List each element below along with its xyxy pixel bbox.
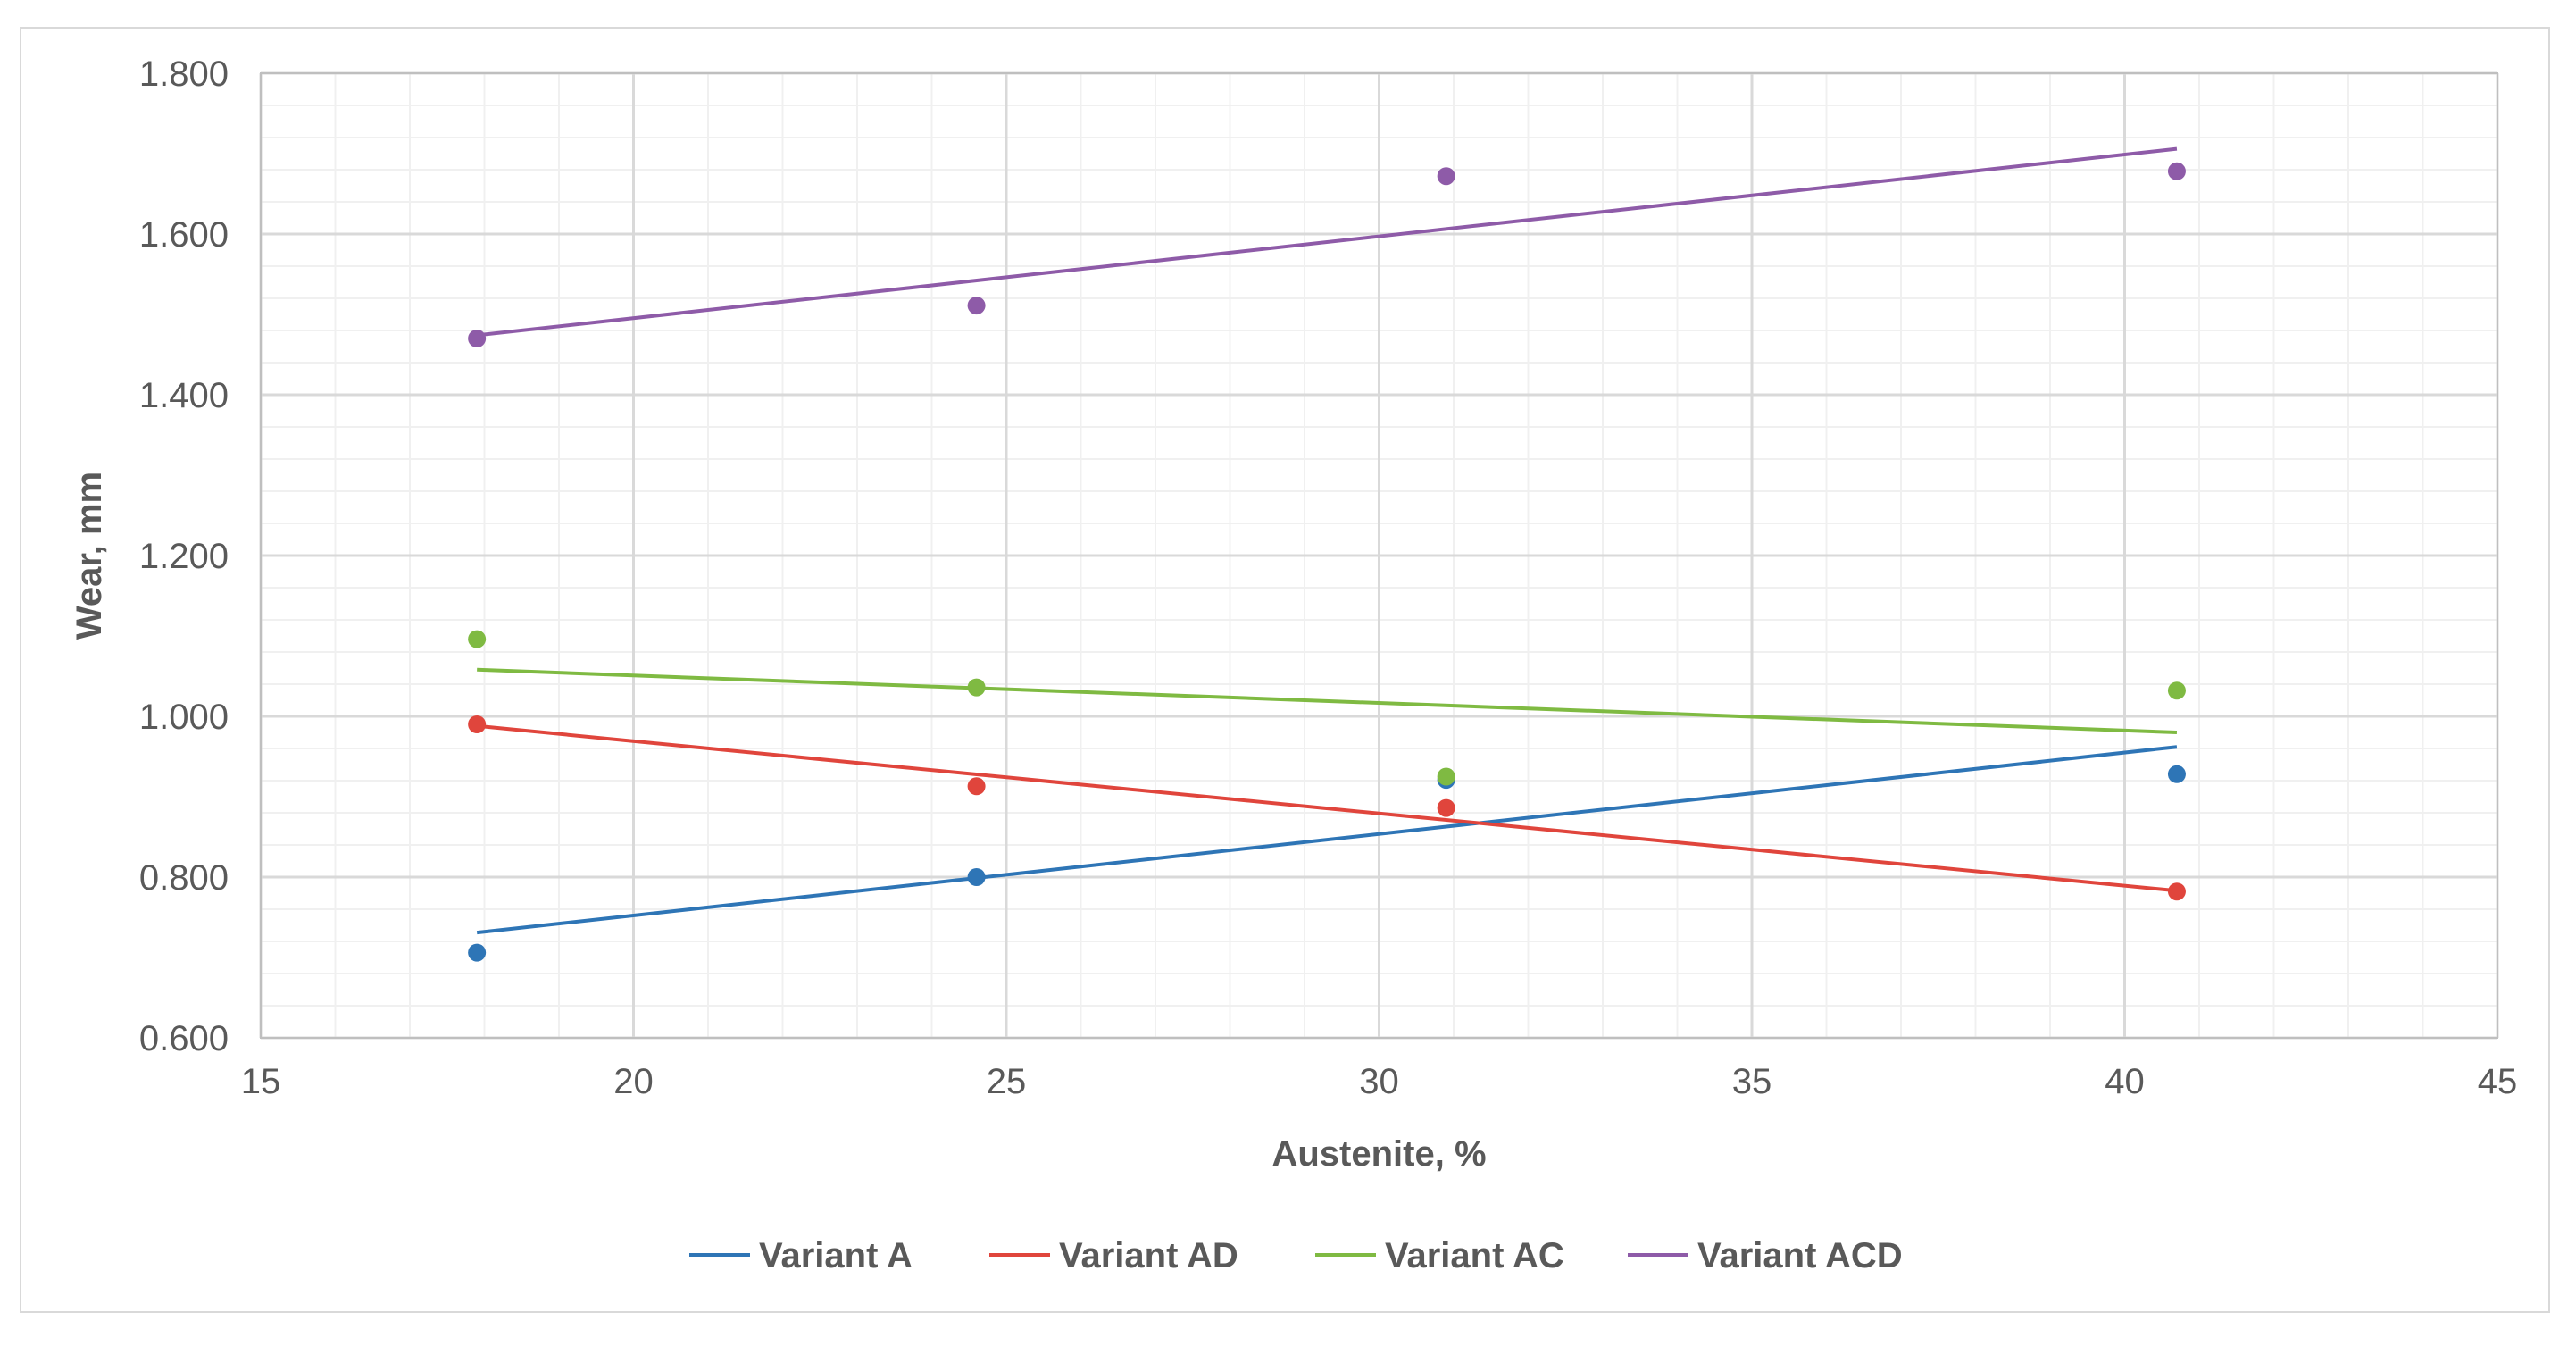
x-tick-label: 25 bbox=[987, 1062, 1027, 1101]
point-variant-ad bbox=[1437, 798, 1455, 817]
point-variant-acd bbox=[1437, 167, 1455, 186]
legend-item: Variant AC bbox=[1315, 1236, 1564, 1275]
legend: Variant A Variant AD Variant AC Variant ACD bbox=[689, 1236, 1903, 1275]
legend-label: Variant AD bbox=[1059, 1236, 1238, 1275]
data-points bbox=[468, 162, 2186, 962]
point-variant-acd bbox=[967, 297, 986, 315]
trendlines bbox=[476, 146, 2178, 935]
trendline-variant-acd bbox=[476, 146, 2178, 338]
point-variant-ad bbox=[2167, 882, 2186, 901]
point-variant-ac bbox=[2167, 681, 2186, 700]
y-tick-label: 0.600 bbox=[139, 1019, 229, 1058]
trendline-variant-ad bbox=[476, 723, 2178, 893]
legend-label: Variant AC bbox=[1385, 1236, 1564, 1275]
y-axis-title: Wear, mm bbox=[70, 472, 109, 640]
y-axis-tick-labels: 0.600 0.800 1.000 1.200 1.400 1.600 1.800 bbox=[139, 54, 229, 1058]
trendline-variant-ac bbox=[477, 667, 2178, 734]
x-axis-tick-labels: 15 20 25 30 35 40 45 bbox=[241, 1062, 2518, 1101]
legend-label: Variant A bbox=[759, 1236, 913, 1275]
x-tick-label: 35 bbox=[1732, 1062, 1772, 1101]
y-tick-label: 1.000 bbox=[139, 698, 229, 737]
legend-item: Variant ACD bbox=[1628, 1236, 1903, 1275]
point-variant-a bbox=[967, 868, 986, 886]
point-variant-ad bbox=[468, 715, 487, 733]
point-variant-acd bbox=[2167, 162, 2186, 180]
x-tick-label: 15 bbox=[241, 1062, 281, 1101]
x-tick-label: 20 bbox=[613, 1062, 654, 1101]
major-gridlines bbox=[259, 71, 2499, 1040]
point-variant-ad bbox=[967, 777, 986, 796]
y-tick-label: 1.200 bbox=[139, 537, 229, 576]
point-variant-acd bbox=[468, 330, 487, 347]
x-axis-title: Austenite, % bbox=[1271, 1134, 1486, 1174]
y-tick-label: 1.600 bbox=[139, 215, 229, 255]
trendline-variant-a bbox=[476, 745, 2178, 935]
plot-area-border bbox=[260, 72, 2498, 1039]
chart-frame bbox=[20, 27, 2550, 1313]
legend-item: Variant AD bbox=[989, 1236, 1238, 1275]
x-tick-label: 40 bbox=[2105, 1062, 2145, 1101]
y-tick-label: 1.400 bbox=[139, 376, 229, 415]
point-variant-ac bbox=[1437, 767, 1455, 786]
x-tick-label: 45 bbox=[2478, 1062, 2518, 1101]
point-variant-ac bbox=[468, 630, 487, 648]
point-variant-a bbox=[2167, 765, 2186, 783]
point-variant-ac bbox=[967, 678, 986, 697]
y-tick-label: 1.800 bbox=[139, 54, 229, 94]
point-variant-a bbox=[468, 943, 487, 962]
x-tick-label: 30 bbox=[1359, 1062, 1399, 1101]
legend-item: Variant A bbox=[689, 1236, 913, 1275]
legend-label: Variant ACD bbox=[1697, 1236, 1903, 1275]
y-tick-label: 0.800 bbox=[139, 858, 229, 898]
